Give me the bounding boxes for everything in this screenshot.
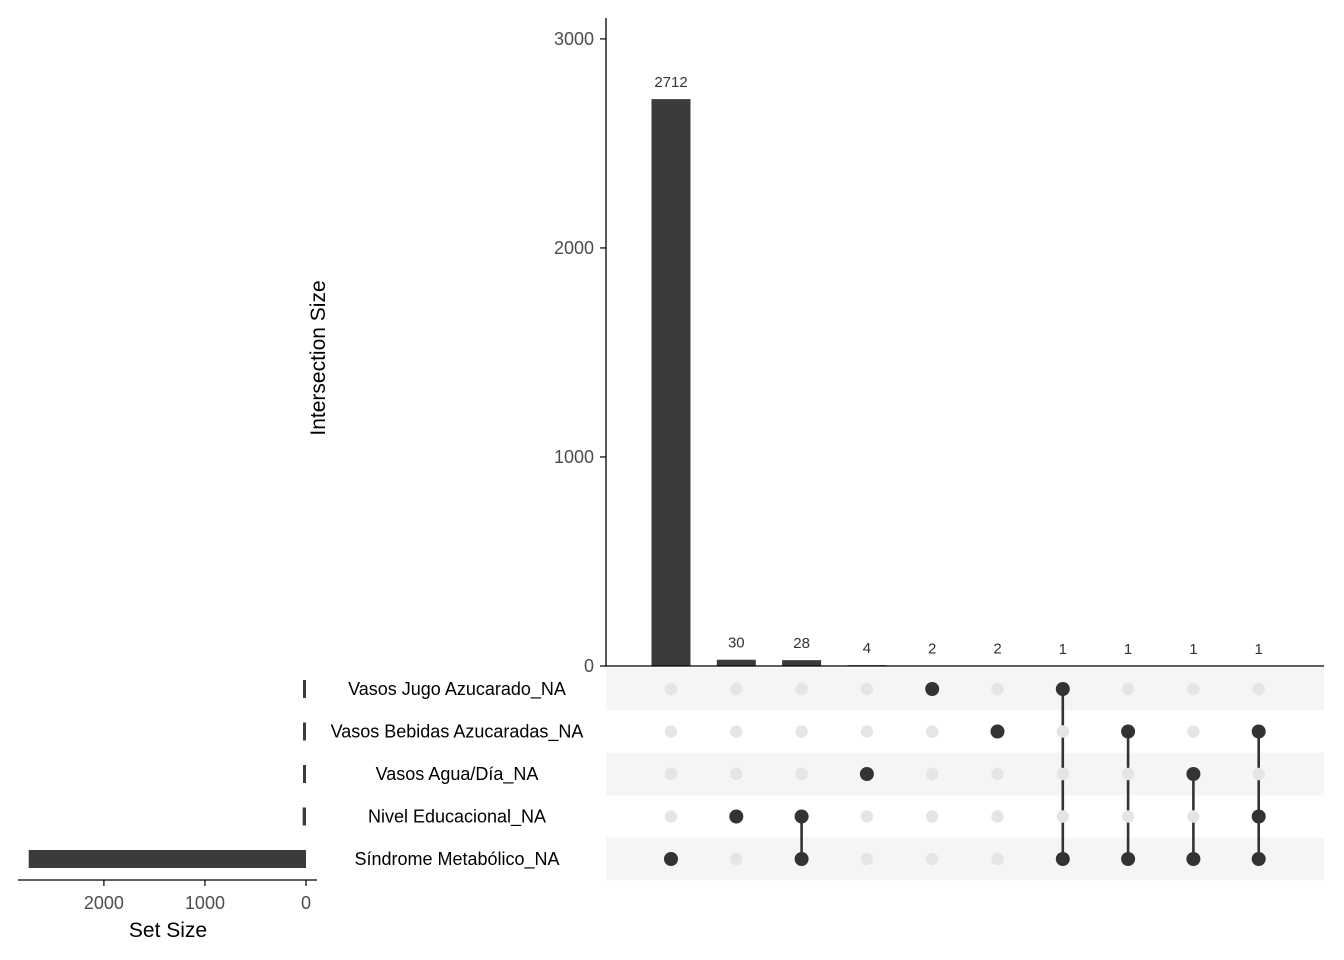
matrix-dot-inactive xyxy=(860,682,874,696)
matrix-dot-inactive xyxy=(860,725,874,738)
set-name-label: Vasos Jugo Azucarado_NA xyxy=(348,679,566,700)
matrix-dot-inactive xyxy=(795,682,808,696)
matrix-dot-active xyxy=(1251,809,1266,824)
matrix-dot-inactive xyxy=(860,852,874,866)
matrix-dot-active xyxy=(794,852,809,866)
intersection-bar-label: 30 xyxy=(728,635,745,652)
set-name-labels: Vasos Jugo Azucarado_NA Vasos Bebidas Azu… xyxy=(331,679,584,870)
matrix-dot-active xyxy=(1055,682,1070,696)
matrix-dot-inactive xyxy=(664,725,678,738)
set-size-bars xyxy=(28,680,306,868)
set-name-label: Síndrome Metabólico_NA xyxy=(354,849,559,870)
set-size-bar xyxy=(303,722,306,741)
matrix-row-stripes xyxy=(606,667,1324,881)
intersection-bar xyxy=(782,660,822,666)
matrix-dot-active xyxy=(925,682,940,696)
set-name-label: Nivel Educacional_NA xyxy=(368,807,546,828)
set-size-bar xyxy=(303,680,306,698)
matrix-dot-active xyxy=(859,767,874,781)
matrix-dot-inactive xyxy=(795,725,808,738)
set-size-x-tick-label: 0 xyxy=(301,893,311,913)
intersection-bar xyxy=(651,99,691,667)
intersection-bars xyxy=(651,99,1279,667)
matrix-dot-inactive xyxy=(1056,725,1070,738)
matrix-dot-inactive xyxy=(730,852,743,866)
intersection-bar-label: 1 xyxy=(1124,641,1132,658)
matrix-dot-inactive xyxy=(1056,767,1070,781)
intersection-bar-labels: 2712 30 28 4 2 2 1 1 1 1 xyxy=(654,74,1263,658)
intersection-bar-label: 2 xyxy=(993,641,1001,658)
matrix-dots xyxy=(664,682,1266,866)
matrix-dot-inactive xyxy=(664,810,678,823)
matrix-dot-inactive xyxy=(991,682,1004,696)
set-size-x-tick-label: 2000 xyxy=(84,893,124,913)
matrix-dot-inactive xyxy=(991,767,1004,781)
matrix-dot-inactive xyxy=(730,725,743,738)
matrix-dot-inactive xyxy=(1121,810,1135,823)
matrix-dot-inactive xyxy=(795,767,808,781)
intersection-y-tick-label: 1000 xyxy=(554,447,594,467)
matrix-dot-inactive xyxy=(730,767,743,781)
matrix-dot-inactive xyxy=(991,852,1004,866)
matrix-dot-active xyxy=(729,809,744,824)
matrix-dot-active xyxy=(990,724,1005,739)
intersection-bar-label: 28 xyxy=(793,635,810,652)
set-size-x-axis-title: Set Size xyxy=(129,919,207,942)
intersection-y-tick-label: 3000 xyxy=(554,29,594,49)
matrix-dot-inactive xyxy=(926,810,939,823)
matrix-dot-inactive xyxy=(926,767,939,781)
matrix-dot-active xyxy=(1121,852,1136,866)
matrix-dot-inactive xyxy=(1056,810,1070,823)
matrix-dot-inactive xyxy=(991,810,1004,823)
matrix-dot-inactive xyxy=(926,852,939,866)
intersection-bar-label: 4 xyxy=(863,640,871,657)
matrix-dot-active xyxy=(1251,724,1266,739)
matrix-dot-inactive xyxy=(1187,682,1200,696)
matrix-dot-inactive xyxy=(1252,682,1265,696)
set-name-label: Vasos Agua/Día_NA xyxy=(376,764,539,785)
matrix-dot-active xyxy=(1186,767,1201,781)
matrix-dot-inactive xyxy=(1252,767,1265,781)
set-size-bar xyxy=(303,765,306,783)
matrix-dot-inactive xyxy=(1121,682,1135,696)
matrix-row-stripe xyxy=(606,752,1324,796)
set-size-x-tick-label: 1000 xyxy=(185,893,225,913)
intersection-bar-label: 2712 xyxy=(654,74,687,91)
matrix-dot-active xyxy=(1251,852,1266,866)
matrix-dot-inactive xyxy=(860,810,874,823)
intersection-y-tick-label: 0 xyxy=(584,656,594,676)
set-size-x-axis: 2000 1000 0 xyxy=(18,879,317,913)
matrix-dot-inactive xyxy=(926,725,939,738)
intersection-y-axis-title: Intersection Size xyxy=(307,280,330,435)
matrix-dot-inactive xyxy=(1121,767,1135,781)
matrix-dot-active xyxy=(794,809,809,824)
intersection-y-tick-label: 2000 xyxy=(554,238,594,258)
matrix-dot-inactive xyxy=(664,767,678,781)
matrix-row-stripe xyxy=(606,667,1324,711)
set-size-bar xyxy=(28,850,306,868)
matrix-dot-inactive xyxy=(664,682,678,696)
set-name-label: Vasos Bebidas Azucaradas_NA xyxy=(331,722,584,743)
intersection-y-axis: 0 1000 2000 3000 xyxy=(554,18,1324,676)
intersection-bar-label: 2 xyxy=(928,641,936,658)
set-size-bar xyxy=(302,807,306,826)
intersection-bar-label: 1 xyxy=(1189,641,1197,658)
matrix-row-stripe xyxy=(606,837,1324,881)
matrix-dot-inactive xyxy=(730,682,743,696)
matrix-dot-active xyxy=(1121,724,1136,739)
intersection-bar-label: 1 xyxy=(1059,641,1067,658)
matrix-dot-active xyxy=(664,852,678,866)
matrix-dot-active xyxy=(1186,852,1201,866)
matrix-dot-active xyxy=(1055,852,1070,866)
intersection-bar xyxy=(716,659,756,666)
matrix-dot-inactive xyxy=(1187,725,1200,738)
matrix-dot-inactive xyxy=(1187,810,1200,823)
intersection-bar-label: 1 xyxy=(1255,641,1263,658)
